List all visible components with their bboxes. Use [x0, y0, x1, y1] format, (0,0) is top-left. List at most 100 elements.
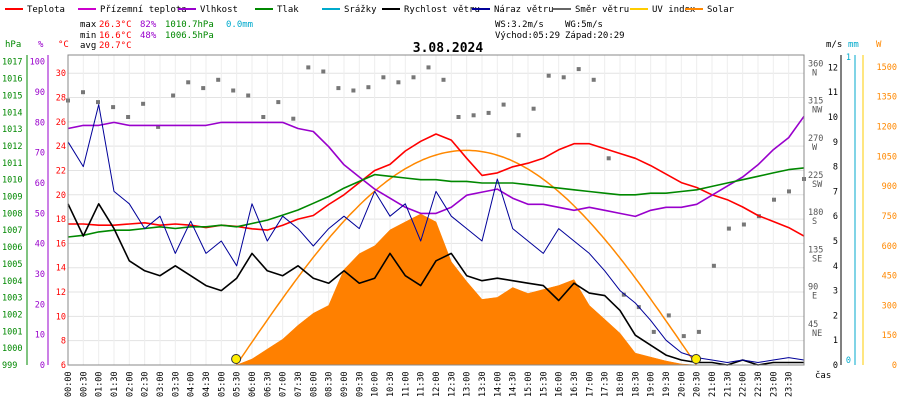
wind-direction-point-24	[426, 65, 431, 70]
stat-max-temp: 26.3°C	[99, 20, 132, 30]
x-tick-label-37: 18:30	[631, 371, 641, 397]
stat-wind-speed: WS:3.2m/s	[495, 20, 544, 30]
temp-tick-1: 28	[56, 94, 66, 104]
hpa-tick-13: 1004	[2, 277, 22, 287]
ms-tick-12: 0	[833, 361, 838, 371]
plot-frame	[67, 54, 805, 366]
hpa-tick-16: 1001	[2, 327, 22, 337]
x-tick-label-9: 04:30	[202, 371, 212, 397]
wind-direction-point-27	[471, 113, 476, 118]
x-tick-label-15: 07:30	[294, 371, 304, 397]
stat-min-humidity: 48%	[140, 31, 157, 41]
x-tick-label-7: 03:30	[171, 371, 181, 397]
x-tick-label-18: 09:00	[340, 371, 350, 397]
temp-tick-10: 10	[56, 312, 66, 322]
unit-percent: %	[38, 40, 44, 50]
unit-mm: mm	[848, 40, 859, 50]
x-tick-label-12: 06:00	[248, 371, 258, 397]
unit-ms: m/s	[826, 40, 842, 50]
wind-direction-point-14	[276, 100, 281, 105]
x-tick-label-39: 19:30	[662, 371, 672, 397]
hpa-tick-7: 1010	[2, 176, 22, 186]
x-tick-label-41: 20:30	[693, 371, 703, 397]
ms-tick-0: 12	[828, 63, 838, 73]
hpa-tick-15: 1002	[2, 310, 22, 320]
wind-direction-point-33	[561, 75, 566, 80]
wind-direction-point-30	[516, 133, 521, 138]
dir-tick-name-5: SE	[812, 254, 822, 264]
hpa-tick-6: 1011	[2, 159, 22, 169]
mm-tick-0: 1	[846, 53, 851, 63]
wind-direction-point-7	[171, 93, 176, 98]
hpa-tick-12: 1005	[2, 260, 22, 270]
temp-tick-7: 16	[56, 239, 66, 249]
x-tick-label-47: 23:30	[785, 371, 795, 397]
x-tick-label-38: 19:00	[647, 371, 657, 397]
w-tick-10: 0	[892, 361, 897, 371]
legend-label-0: Teplota	[27, 5, 65, 15]
x-tick-label-22: 11:00	[401, 371, 411, 397]
w-tick-9: 150	[882, 331, 897, 341]
grid	[67, 55, 804, 366]
hpa-tick-8: 1009	[2, 193, 22, 203]
wind-direction-point-36	[606, 156, 611, 161]
x-tick-label-34: 17:00	[585, 371, 595, 397]
x-tick-label-40: 20:00	[677, 371, 687, 397]
pct-tick-1: 90	[35, 88, 45, 98]
x-tick-label-45: 22:30	[754, 371, 764, 397]
ms-tick-9: 3	[833, 287, 838, 297]
stat-wind-gust: WG:5m/s	[565, 20, 603, 30]
hpa-tick-3: 1014	[2, 108, 22, 118]
temp-tick-12: 6	[61, 361, 66, 371]
pct-tick-2: 80	[35, 118, 45, 128]
x-tick-label-33: 16:30	[570, 371, 580, 397]
dir-tick-deg-2: 270	[808, 134, 823, 144]
sun-marker-1	[691, 354, 702, 364]
x-tick-label-28: 14:00	[493, 371, 503, 397]
pct-tick-0: 100	[30, 58, 45, 68]
wind-direction-point-1	[81, 90, 85, 95]
pct-tick-9: 10	[35, 331, 45, 341]
ms-tick-5: 7	[833, 187, 838, 197]
temp-tick-0: 30	[56, 69, 66, 79]
wind-direction-point-15	[291, 116, 296, 121]
wind-direction-point-41	[681, 334, 686, 339]
stat-rain: 0.0mm	[226, 20, 253, 30]
x-tick-label-20: 10:00	[371, 371, 381, 397]
wind-direction-point-47	[772, 197, 776, 202]
x-tick-label-44: 22:00	[739, 371, 749, 397]
series-line-2	[67, 167, 805, 238]
ms-tick-3: 9	[833, 138, 838, 148]
wind-direction-point-8	[186, 80, 191, 85]
hpa-tick-10: 1007	[2, 226, 22, 236]
stat-max-label: max	[80, 20, 97, 30]
ms-tick-7: 5	[833, 237, 838, 247]
pct-tick-5: 50	[35, 209, 45, 219]
x-tick-label-2: 01:00	[95, 371, 105, 397]
x-tick-label-17: 08:30	[325, 371, 335, 397]
sun-markers	[231, 354, 702, 364]
wind-direction-point-31	[531, 106, 536, 111]
unit-celsius: °C	[58, 40, 69, 50]
dir-tick-deg-0: 360	[808, 59, 823, 69]
wind-direction-point-11	[231, 88, 236, 93]
legend-label-9: Solar	[707, 5, 735, 15]
series-line-0	[68, 133, 805, 237]
stat-avg-temp: 20.7°C	[99, 41, 132, 51]
hpa-tick-0: 1017	[2, 58, 22, 68]
wind-direction-point-18	[336, 86, 341, 91]
dir-tick-deg-5: 135	[808, 245, 823, 255]
legend-label-2: Vlhkost	[200, 5, 238, 15]
wind-direction-point-16	[306, 65, 311, 70]
wind-direction-point-17	[321, 69, 326, 74]
w-tick-2: 1200	[877, 123, 897, 133]
pct-tick-3: 70	[35, 149, 45, 159]
wind-direction-point-48	[787, 189, 791, 194]
series-line-4	[67, 104, 805, 363]
pct-tick-10: 0	[40, 361, 45, 371]
dir-tick-deg-1: 315	[808, 97, 823, 107]
wind-direction-point-19	[351, 88, 356, 93]
x-tick-label-10: 05:00	[217, 371, 227, 397]
hpa-tick-2: 1015	[2, 91, 22, 101]
x-tick-label-3: 01:30	[110, 371, 120, 397]
